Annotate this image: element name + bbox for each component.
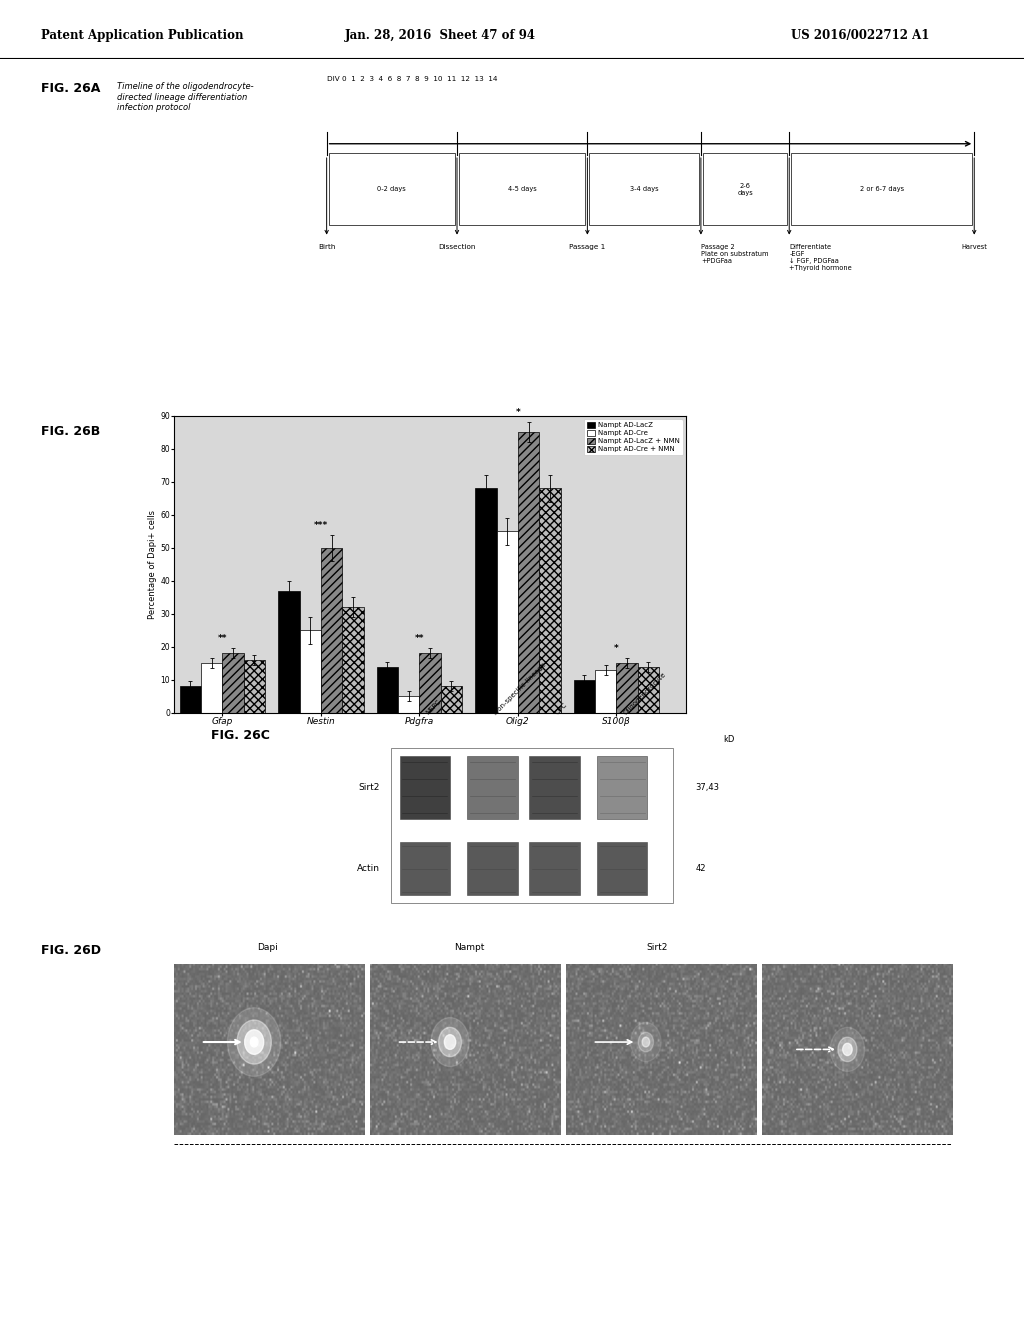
Bar xyxy=(279,590,300,713)
Bar xyxy=(597,842,647,895)
Circle shape xyxy=(642,1038,649,1047)
Circle shape xyxy=(638,1032,653,1052)
Text: 4-5 days: 4-5 days xyxy=(508,186,537,191)
Text: Non-specific lineage: Non-specific lineage xyxy=(493,661,547,715)
Text: Differentiate
-EGF
↓ FGF, PDGFaa
+Thyroid hormone: Differentiate -EGF ↓ FGF, PDGFaa +Thyroi… xyxy=(790,244,852,271)
Text: **: ** xyxy=(218,635,227,644)
Text: FIG. 26D: FIG. 26D xyxy=(41,944,101,957)
Circle shape xyxy=(444,1035,456,1049)
Bar xyxy=(399,842,451,895)
Text: **: ** xyxy=(415,635,424,644)
Y-axis label: Percentage of Dapi+ cells: Percentage of Dapi+ cells xyxy=(148,510,158,619)
Text: ***: *** xyxy=(313,520,328,529)
Text: Timeline of the oligodendrocyte-
directed lineage differentiation
infection prot: Timeline of the oligodendrocyte- directe… xyxy=(117,82,254,112)
Text: Dissection: Dissection xyxy=(438,244,476,249)
Bar xyxy=(540,488,560,713)
Bar xyxy=(497,531,518,713)
Text: 42: 42 xyxy=(695,865,706,874)
Bar xyxy=(180,686,201,713)
Bar xyxy=(222,653,244,713)
Bar xyxy=(329,153,455,224)
Text: Oligodendrocyte: Oligodendrocyte xyxy=(623,671,667,715)
Text: DIV 0  1  2  3  4  6  8  7  8  9  10  11  12  13  14: DIV 0 1 2 3 4 6 8 7 8 9 10 11 12 13 14 xyxy=(327,75,498,82)
Text: FIG. 26B: FIG. 26B xyxy=(41,425,100,438)
Bar xyxy=(377,667,398,713)
Bar xyxy=(475,488,497,713)
Text: US 2016/0022712 A1: US 2016/0022712 A1 xyxy=(791,29,930,42)
Text: Patent Application Publication: Patent Application Publication xyxy=(41,29,244,42)
Circle shape xyxy=(830,1027,864,1072)
Circle shape xyxy=(843,1043,852,1056)
Bar xyxy=(529,842,580,895)
Bar xyxy=(597,756,647,818)
Text: *: * xyxy=(515,408,520,417)
Bar xyxy=(321,548,342,713)
Circle shape xyxy=(438,1027,462,1057)
Text: NEPC: NEPC xyxy=(425,698,442,715)
Circle shape xyxy=(631,1023,662,1061)
Text: OPC: OPC xyxy=(555,701,568,715)
Circle shape xyxy=(431,1018,469,1067)
Bar xyxy=(300,630,321,713)
Bar xyxy=(529,756,580,818)
Bar xyxy=(459,153,586,224)
Circle shape xyxy=(838,1038,857,1061)
Text: Passage 2
Plate on substratum
+PDGFaa: Passage 2 Plate on substratum +PDGFaa xyxy=(700,244,768,264)
Text: kD: kD xyxy=(723,735,735,743)
Text: 2-6
days: 2-6 days xyxy=(737,182,753,195)
Bar xyxy=(399,756,451,818)
Bar xyxy=(616,663,638,713)
Text: 0-2 days: 0-2 days xyxy=(378,186,407,191)
Bar xyxy=(573,680,595,713)
Circle shape xyxy=(245,1030,264,1055)
Text: 2 or 6-7 days: 2 or 6-7 days xyxy=(860,186,904,191)
Text: 37,43: 37,43 xyxy=(695,783,719,792)
Text: Jan. 28, 2016  Sheet 47 of 94: Jan. 28, 2016 Sheet 47 of 94 xyxy=(345,29,536,42)
Text: Birth: Birth xyxy=(318,244,335,249)
Bar xyxy=(638,667,659,713)
Text: 3-4 days: 3-4 days xyxy=(630,186,658,191)
Text: Dapi: Dapi xyxy=(257,942,278,952)
Text: Sirt2: Sirt2 xyxy=(646,942,668,952)
Bar xyxy=(244,660,265,713)
Bar xyxy=(792,153,973,224)
Bar xyxy=(420,653,440,713)
Circle shape xyxy=(237,1020,271,1064)
Bar xyxy=(518,433,540,713)
Text: FIG. 26A: FIG. 26A xyxy=(41,82,100,95)
Bar xyxy=(589,153,699,224)
Text: Actin: Actin xyxy=(357,865,380,874)
Text: Passage 1: Passage 1 xyxy=(569,244,605,249)
Bar xyxy=(391,748,673,903)
Legend: Nampt AD-LacZ, Nampt AD-Cre, Nampt AD-LacZ + NMN, Nampt AD-Cre + NMN: Nampt AD-LacZ, Nampt AD-Cre, Nampt AD-La… xyxy=(584,420,683,455)
Text: Harvest: Harvest xyxy=(962,244,987,249)
Circle shape xyxy=(227,1007,281,1076)
Bar xyxy=(467,842,518,895)
Bar xyxy=(702,153,787,224)
Bar xyxy=(467,756,518,818)
Bar xyxy=(595,671,616,713)
Bar xyxy=(398,697,420,713)
Bar xyxy=(440,686,462,713)
Bar xyxy=(342,607,364,713)
Bar xyxy=(201,663,222,713)
Text: FIG. 26C: FIG. 26C xyxy=(211,729,269,742)
Circle shape xyxy=(251,1038,258,1047)
Text: Nampt: Nampt xyxy=(455,942,485,952)
Text: Sirt2: Sirt2 xyxy=(358,783,380,792)
Text: *: * xyxy=(614,644,618,653)
